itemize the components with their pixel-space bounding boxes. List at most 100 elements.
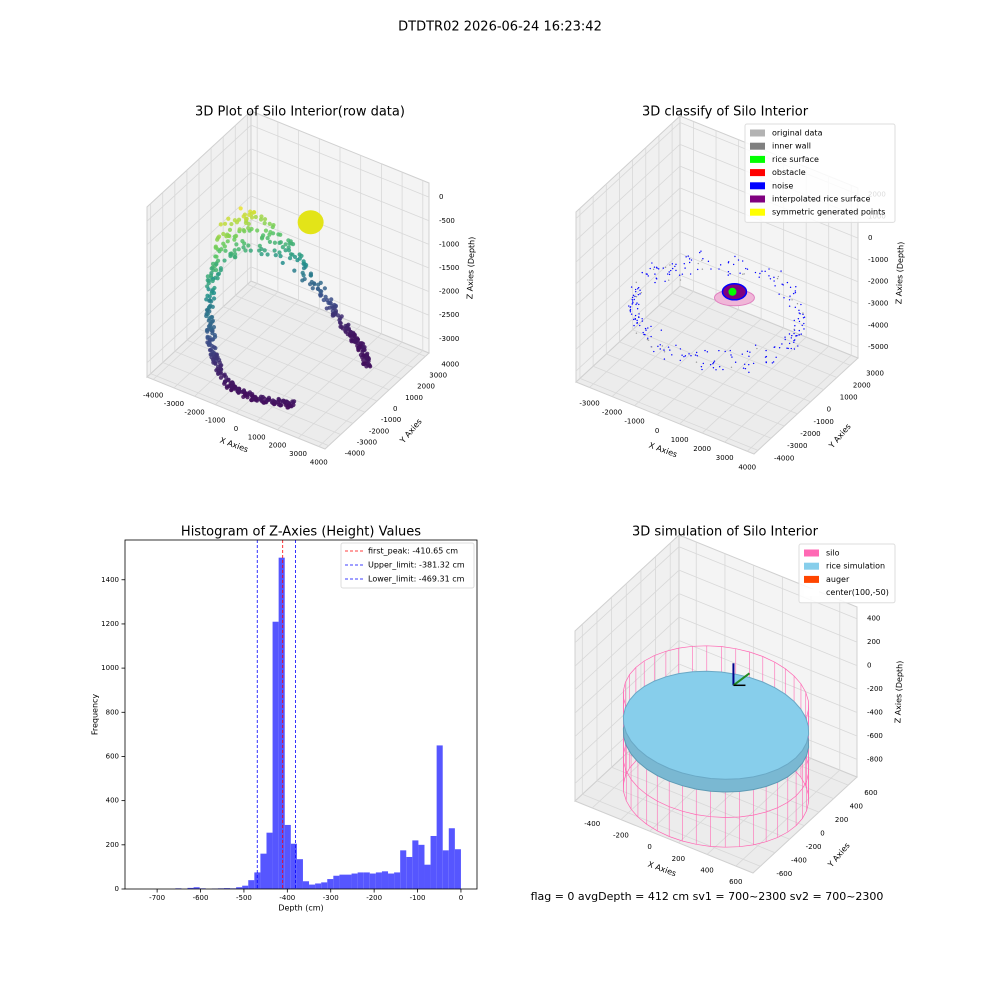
noise-point [631,296,634,299]
point-cloud [282,399,287,404]
noise-point [794,290,796,292]
y-tick-label: 3000 [429,372,447,380]
noise-point [647,337,649,340]
point-cloud [213,245,218,250]
noise-point [663,351,666,353]
y-tick-label: -3000 [787,442,807,450]
point-cloud [240,239,245,244]
point-cloud [206,278,212,283]
x-tick-label: -500 [236,894,252,902]
z-tick-label: -4000 [868,321,888,329]
point-cloud [263,228,269,233]
y-tick-label: -200 [806,843,822,851]
point-cloud [210,278,215,284]
point-cloud [229,221,234,227]
grid-line [574,593,680,690]
z-tick-label: -2500 [439,311,459,319]
point-cloud [210,357,216,362]
y-tick-label: 1400 [101,576,119,584]
x-tick-label: -1000 [205,417,225,425]
point-cloud [206,341,211,346]
noise-point [788,342,791,345]
legend-label: center(100,-50) [826,588,889,597]
bar [242,885,249,889]
plot-frame [124,539,478,890]
noise-point [802,312,804,314]
noise-point [732,263,735,266]
noise-point [786,347,788,349]
noise-point [765,349,767,352]
noise-point [741,260,744,262]
point-cloud [205,293,210,298]
noise-point [649,267,651,270]
legend-label: original data [772,129,823,138]
grid-line [575,209,681,307]
bar [266,832,273,889]
x-tick-label: 200 [672,855,685,863]
point-cloud [206,287,211,292]
z-tick-label: -500 [439,217,455,225]
grid-line [146,242,252,340]
noise-point [653,266,656,268]
noise-point [687,255,689,257]
noise-point [737,259,740,261]
noise-point [759,272,761,275]
grid-line [679,231,859,304]
legend-label: Lower_limit: -469.31 cm [368,575,465,584]
noise-point [754,271,757,274]
noise-point [652,268,655,271]
grid-line [574,546,680,644]
noise-point [781,343,783,345]
point-cloud [213,361,218,366]
noise-point [635,332,638,334]
noise-point [768,275,770,277]
grid-line [579,377,759,451]
bar [290,843,297,889]
x-tick-label: -4000 [143,392,163,400]
noise-point [775,356,777,358]
grid-line [678,569,858,643]
noise-point [746,350,749,353]
point-cloud [328,301,333,306]
point-cloud [310,286,315,291]
noise-point [791,299,793,301]
grid-line [250,266,430,340]
axes-title: Histogram of Z-Axies (Height) Values [181,525,421,540]
noise-point [742,367,745,369]
grid-line [671,292,851,366]
noise-point [631,303,633,305]
noise-point [793,348,796,350]
noise-point [633,298,635,301]
noise-point [630,313,633,315]
bar [430,835,437,889]
noise-point [695,351,698,354]
point-cloud [209,271,214,276]
point-cloud [206,318,211,323]
noise-point [802,317,805,319]
point-cloud [236,247,241,252]
bar [339,874,346,889]
grid-line [658,305,838,378]
grid-line [575,231,681,328]
noise-point [782,284,784,286]
noise-point [663,349,665,351]
axes-title: 3D classify of Silo Interior [642,105,809,120]
point-cloud [278,254,283,259]
x-tick-label: -300 [323,894,339,902]
point-cloud [364,355,369,360]
z-tick-label: -1000 [868,256,888,264]
noise-point [683,263,685,265]
noise-point [689,273,692,275]
point-cloud [209,315,215,320]
noise-point [702,258,704,260]
y-tick-label: -2000 [800,430,820,438]
noise-point [660,329,663,331]
noise-point [784,336,786,338]
legend-swatch [750,208,765,216]
bar [248,880,255,889]
noise-point [758,276,760,278]
grid-line [679,252,859,326]
noise-point [634,288,637,291]
bar [315,883,322,889]
bar [418,844,425,889]
